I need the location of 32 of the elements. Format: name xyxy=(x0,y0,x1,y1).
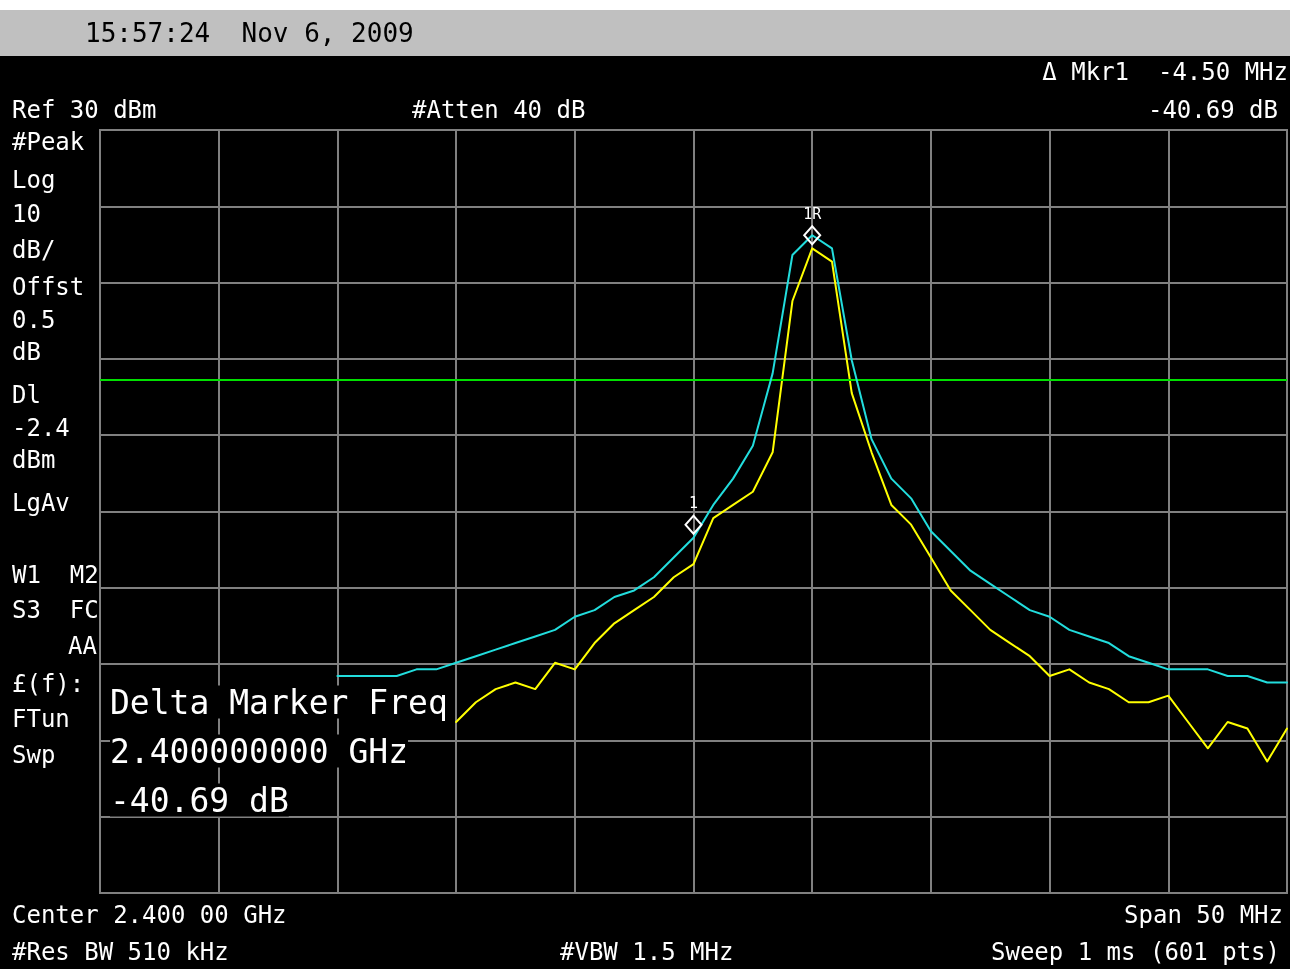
text: Center 2.400 00 GHz xyxy=(12,901,287,929)
text: Span 50 MHz xyxy=(1124,901,1283,929)
annotation: -40.69 dB xyxy=(110,780,289,820)
text: Sweep 1 ms (601 pts) xyxy=(991,938,1280,966)
text: #Peak xyxy=(12,128,85,156)
annotation: 1 xyxy=(688,494,699,513)
text: -2.4 xyxy=(12,414,70,442)
annotation: 1R xyxy=(803,204,823,223)
text: -40.69 dB xyxy=(1147,96,1278,124)
text: Δ Mkr1 -4.50 MHz xyxy=(1042,58,1288,86)
text: dB/ xyxy=(12,236,56,264)
text: #Res BW 510 kHz xyxy=(12,938,229,966)
text: dBm xyxy=(12,446,56,474)
text: W1 M2 xyxy=(12,561,99,589)
text: dB xyxy=(12,338,41,366)
text: Log xyxy=(12,166,56,194)
annotation: 2.400000000 GHz xyxy=(110,731,409,771)
text: LgAv xyxy=(12,489,70,517)
text: 10 xyxy=(12,200,41,228)
chart-title: 15:57:24 Nov 6, 2009 xyxy=(85,18,414,48)
text: #Atten 40 dB xyxy=(412,96,586,124)
text: S3 FC xyxy=(12,596,99,624)
text: 0.5 xyxy=(12,306,56,334)
text: AA xyxy=(68,632,98,660)
annotation: Delta Marker Freq xyxy=(110,682,448,722)
text: FTun xyxy=(12,705,70,733)
text: Dl xyxy=(12,381,41,409)
text: Ref 30 dBm xyxy=(12,96,157,124)
text: £(f): xyxy=(12,670,85,698)
text: #VBW 1.5 MHz xyxy=(560,938,734,966)
text: Swp xyxy=(12,741,56,769)
text: Offst xyxy=(12,273,85,301)
